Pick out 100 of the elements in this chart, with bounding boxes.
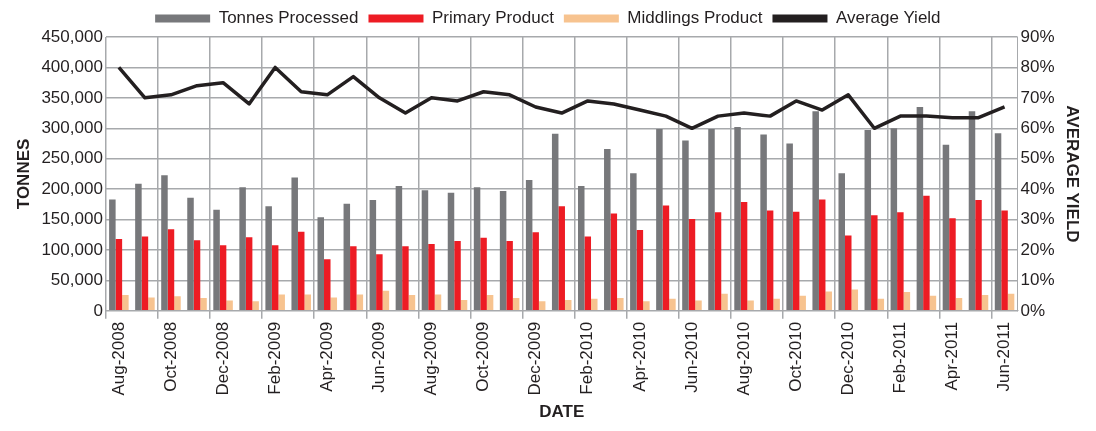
bar: [486, 295, 494, 311]
y-tick-label: 400,000: [41, 57, 103, 77]
bar: [428, 243, 435, 311]
bar: [714, 212, 722, 311]
bar: [532, 232, 539, 311]
bar: [825, 291, 832, 311]
bar: [356, 294, 364, 311]
y-tick-label: 450,000: [41, 26, 103, 46]
bar: [812, 111, 819, 311]
legend-label: Primary Product: [431, 8, 555, 28]
x-tick-label: Jun-2010: [681, 321, 701, 393]
x-tick-label: Apr-2011: [942, 321, 962, 391]
x-tick-label: Feb-2010: [577, 321, 597, 395]
bar: [330, 297, 338, 311]
bar: [747, 300, 754, 311]
y2-tick-label: 40%: [1020, 178, 1055, 198]
bar: [109, 199, 116, 311]
y2-tick-label: 70%: [1020, 87, 1055, 107]
bar: [317, 217, 325, 311]
bar: [376, 254, 383, 311]
y2-tick-label: 30%: [1020, 209, 1055, 229]
bar: [975, 200, 982, 311]
x-tick-label: Dec-2010: [837, 321, 857, 396]
bar: [297, 231, 305, 311]
bar: [291, 177, 298, 311]
bar: [480, 237, 487, 311]
y2-tick-label: 60%: [1020, 117, 1055, 137]
y2-tick-label: 10%: [1020, 270, 1055, 290]
bar: [193, 240, 201, 311]
bar: [760, 134, 767, 311]
bar: [617, 298, 624, 311]
bar: [949, 218, 956, 311]
bar: [695, 300, 702, 311]
bar: [864, 130, 872, 311]
x-tick-label: Oct-2010: [785, 321, 805, 392]
bar: [369, 200, 377, 311]
bar: [786, 143, 793, 311]
x-tick-label: Dec-2008: [212, 321, 232, 396]
legend-label: Tonnes Processed: [218, 8, 359, 28]
bar: [115, 239, 123, 311]
bar: [506, 240, 513, 311]
x-tick-label: Aug-2010: [733, 321, 753, 396]
bar: [792, 211, 800, 311]
y2-tick-label: 80%: [1020, 57, 1055, 77]
bar: [538, 301, 546, 311]
bar: [955, 298, 963, 311]
bar: [395, 186, 403, 311]
bar: [662, 205, 670, 311]
bar: [766, 210, 774, 311]
bar: [1007, 293, 1015, 311]
bar: [447, 192, 455, 311]
bar: [558, 206, 565, 311]
bar: [174, 296, 181, 311]
y-tick-label: 150,000: [41, 209, 103, 229]
bar: [669, 298, 676, 311]
bar: [897, 212, 904, 311]
bar: [734, 127, 741, 311]
y-tick-label: 50,000: [50, 270, 103, 290]
x-tick-label: Jun-2009: [369, 321, 389, 393]
bar: [161, 175, 168, 311]
y2-tick-label: 90%: [1020, 26, 1055, 46]
y-axis-title: TONNES: [13, 138, 33, 210]
bar: [845, 235, 852, 311]
bar: [382, 290, 390, 311]
y-tick-label: 0: [93, 300, 103, 320]
bar: [981, 295, 989, 311]
bar: [656, 128, 663, 311]
bar: [636, 229, 644, 311]
bar: [871, 215, 878, 311]
bar: [252, 301, 259, 311]
y-tick-label: 300,000: [41, 117, 103, 137]
y-tick-label: 100,000: [41, 239, 103, 259]
bar: [122, 295, 129, 311]
bar: [564, 299, 572, 311]
bar: [1001, 210, 1008, 311]
bar: [187, 197, 194, 311]
bar: [643, 301, 650, 311]
legend-label: Average Yield: [835, 8, 941, 28]
bar: [630, 173, 637, 311]
x-tick-label: Feb-2011: [890, 321, 910, 394]
x-tick-label: Feb-2009: [264, 321, 284, 395]
x-tick-label: Aug-2008: [108, 321, 128, 396]
bar: [402, 246, 409, 311]
bar: [610, 213, 618, 311]
bar: [213, 209, 220, 311]
bar: [148, 297, 155, 311]
bar: [923, 195, 930, 311]
bar: [577, 186, 585, 311]
bar: [135, 183, 142, 311]
bar: [688, 218, 696, 311]
bar: [343, 203, 351, 311]
bar: [773, 298, 780, 311]
bar: [584, 236, 592, 311]
bar: [890, 128, 898, 311]
bar: [499, 190, 507, 311]
bar: [591, 298, 598, 311]
bar: [226, 300, 233, 311]
x-tick-label: Jun-2011: [994, 321, 1014, 392]
bar: [245, 237, 253, 311]
x-tick-label: Aug-2009: [421, 321, 441, 396]
